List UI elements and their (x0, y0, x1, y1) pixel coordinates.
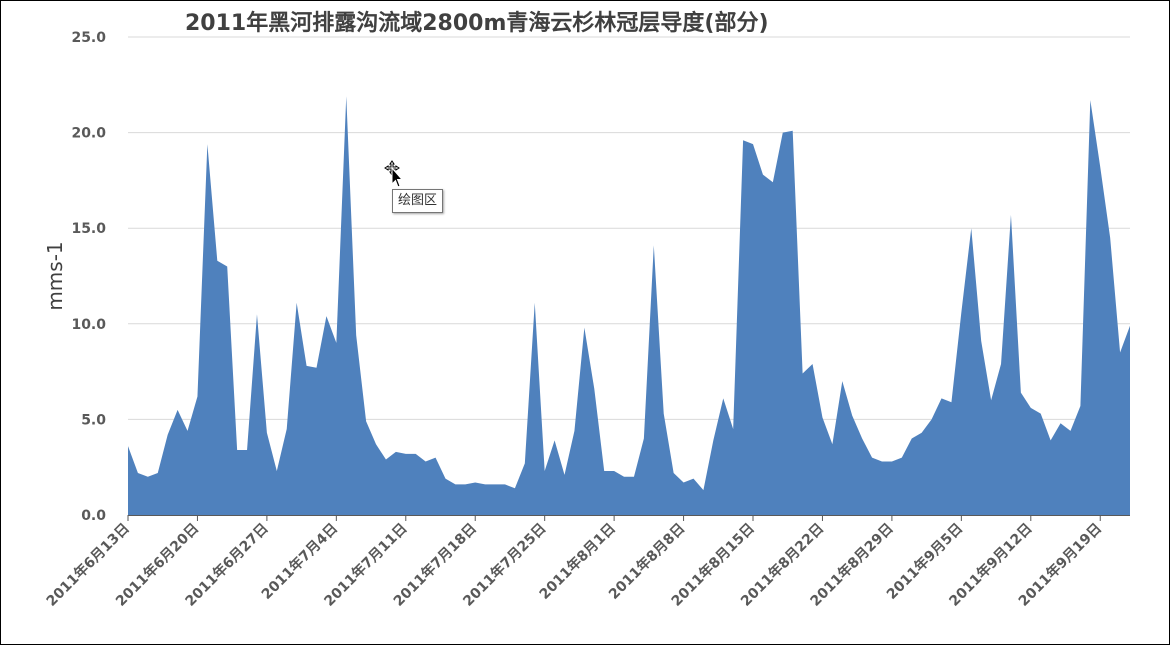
y-tick-label: 5.0 (81, 412, 106, 428)
y-tick-label: 10.0 (71, 317, 106, 333)
y-tick-label: 15.0 (71, 221, 106, 237)
y-tick-label: 0.0 (81, 508, 106, 524)
move-cursor-icon (383, 160, 405, 194)
chart-title: 2011年黑河排露沟流域2800m青海云杉林冠层导度(部分) (185, 10, 769, 36)
area-series[interactable] (128, 96, 1130, 516)
y-axis-ticks: 0.0 5.0 10.0 15.0 20.0 25.0 (71, 30, 106, 524)
y-axis-label: mms-1 (43, 241, 67, 310)
y-tick-label: 25.0 (71, 30, 106, 46)
x-axis-ticks: 2011年6月13日2011年6月20日2011年6月27日2011年7月4日2… (43, 520, 1105, 610)
y-tick-label: 20.0 (71, 126, 106, 142)
tooltip: 绘图区 (392, 189, 444, 213)
x-axis (127, 515, 1130, 521)
